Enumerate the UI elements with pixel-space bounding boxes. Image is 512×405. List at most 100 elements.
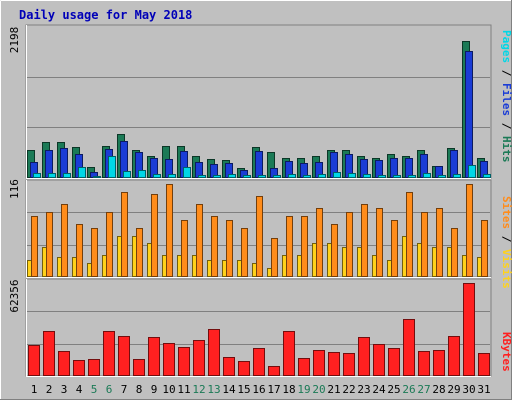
pages-bar-day-23	[363, 174, 371, 178]
sites-bar-day-19	[301, 216, 308, 277]
sites-bar-day-13	[211, 216, 218, 277]
pages-bar-day-2	[48, 173, 56, 178]
sites-bar-day-22	[346, 212, 353, 277]
day-label-1: 1	[31, 383, 38, 396]
kbytes-bar-day-26	[403, 319, 415, 376]
sites-bar-day-29	[451, 228, 458, 277]
sites-bar-day-28	[436, 208, 443, 277]
pages-bar-day-18	[288, 174, 296, 178]
files-bar-day-26	[405, 158, 413, 178]
files-bar-day-24	[375, 160, 383, 178]
kbytes-bar-day-7	[118, 336, 130, 376]
panel-kbytes-bars	[28, 283, 490, 376]
pages-bar-day-5	[93, 176, 101, 178]
pages-bar-day-25	[393, 175, 401, 178]
chart-title: Daily usage for May 2018	[19, 8, 192, 22]
sites-bar-day-5	[91, 228, 98, 277]
files-bar-day-25	[390, 158, 398, 178]
panel-kbytes-ymax: 62356	[8, 279, 21, 312]
kbytes-bar-day-10	[163, 343, 175, 376]
sites-bar-day-17	[271, 238, 278, 277]
day-label-30: 30	[462, 383, 475, 396]
pages-bar-day-7	[123, 171, 131, 178]
sites-bar-day-14	[226, 220, 233, 277]
files-bar-day-29	[450, 150, 458, 178]
day-label-26: 26	[402, 383, 415, 396]
kbytes-bar-day-8	[133, 359, 145, 376]
day-label-27: 27	[417, 383, 430, 396]
pages-bar-day-26	[408, 175, 416, 178]
panel-visits-bars	[27, 184, 488, 277]
kbytes-bar-day-28	[433, 350, 445, 376]
sites-bar-day-26	[406, 192, 413, 277]
day-label-4: 4	[76, 383, 83, 396]
axis-label-part: /	[500, 116, 512, 136]
kbytes-bar-day-3	[58, 351, 70, 376]
pages-bar-day-10	[168, 174, 176, 178]
day-label-2: 2	[46, 383, 53, 396]
day-label-17: 17	[267, 383, 280, 396]
axis-label-part: /	[500, 229, 512, 249]
pages-bar-day-20	[318, 174, 326, 178]
sites-bar-day-8	[136, 228, 143, 277]
pages-bar-day-4	[78, 167, 86, 178]
kbytes-bar-day-17	[268, 366, 280, 376]
kbytes-bar-day-30	[463, 283, 475, 376]
sites-bar-day-25	[391, 220, 398, 277]
sites-bar-day-24	[376, 208, 383, 277]
day-label-25: 25	[387, 383, 400, 396]
sites-bar-day-18	[286, 216, 293, 277]
day-label-6: 6	[106, 383, 113, 396]
axis-label-part: Sites	[500, 196, 512, 229]
pages-bar-day-9	[153, 174, 161, 178]
panel-hits-bars	[27, 41, 491, 178]
sites-bar-day-1	[31, 216, 38, 277]
kbytes-bar-day-5	[88, 359, 100, 376]
pages-bar-day-1	[33, 173, 41, 178]
day-label-18: 18	[282, 383, 295, 396]
kbytes-bar-day-24	[373, 344, 385, 376]
kbytes-bar-day-16	[253, 348, 265, 376]
kbytes-bar-day-14	[223, 357, 235, 376]
kbytes-bar-day-23	[358, 337, 370, 376]
kbytes-bar-day-20	[313, 350, 325, 376]
day-label-31: 31	[477, 383, 490, 396]
pages-bar-day-31	[483, 174, 491, 178]
kbytes-bar-day-19	[298, 358, 310, 376]
kbytes-bar-day-6	[103, 331, 115, 376]
day-label-13: 13	[207, 383, 220, 396]
day-label-9: 9	[151, 383, 158, 396]
pages-bar-day-29	[453, 174, 461, 178]
panel-visits-ymax: 116	[8, 179, 21, 199]
day-label-5: 5	[91, 383, 98, 396]
day-label-28: 28	[432, 383, 445, 396]
day-label-22: 22	[342, 383, 355, 396]
pages-bar-day-19	[303, 175, 311, 178]
pages-bar-day-21	[333, 172, 341, 178]
pages-bar-day-3	[63, 173, 71, 178]
kbytes-bar-day-31	[478, 353, 490, 376]
day-label-11: 11	[177, 383, 190, 396]
kbytes-bar-day-22	[343, 353, 355, 376]
pages-bar-day-15	[243, 175, 251, 178]
files-bar-day-30	[465, 51, 473, 178]
sites-bar-day-10	[166, 184, 173, 277]
kbytes-bar-day-1	[28, 345, 40, 376]
panel-kbytes-axis-label: KBytes	[500, 332, 512, 372]
pages-bar-day-22	[348, 173, 356, 178]
kbytes-bar-day-4	[73, 360, 85, 376]
axis-label-part: Hits	[500, 136, 512, 163]
day-label-10: 10	[162, 383, 175, 396]
kbytes-bar-day-21	[328, 352, 340, 376]
sites-bar-day-7	[121, 192, 128, 277]
pages-bar-day-30	[468, 165, 476, 178]
panel-hits-axis-label: Pages / Files / Hits	[500, 30, 512, 163]
day-label-8: 8	[136, 383, 143, 396]
day-label-21: 21	[327, 383, 340, 396]
sites-bar-day-30	[466, 184, 473, 277]
files-bar-day-16	[255, 151, 263, 178]
sites-bar-day-4	[76, 224, 83, 277]
day-label-3: 3	[61, 383, 68, 396]
kbytes-bar-day-9	[148, 337, 160, 376]
